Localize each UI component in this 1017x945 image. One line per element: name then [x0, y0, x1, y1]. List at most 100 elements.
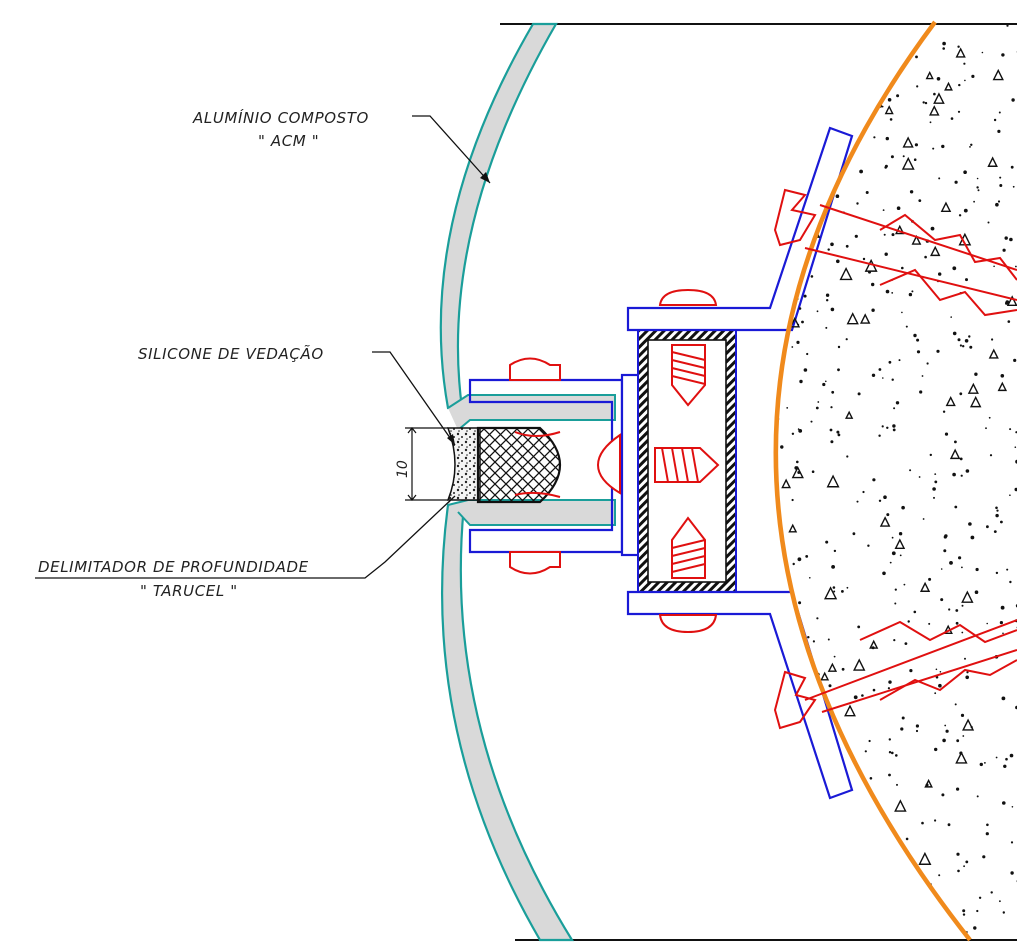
- concrete-aggregate-dot: [945, 729, 949, 733]
- concrete-aggregate-dot: [846, 586, 849, 589]
- concrete-aggregate-dot: [794, 80, 799, 84]
- concrete-aggregate-dot: [895, 754, 898, 757]
- concrete-aggregate-dot: [934, 819, 937, 822]
- concrete-aggregate-dot: [924, 101, 928, 105]
- concrete-aggregate-triangle: [924, 778, 933, 788]
- concrete-aggregate-dot: [964, 79, 966, 82]
- concrete-aggregate-dot: [862, 257, 866, 261]
- concrete-aggregate-dot: [902, 155, 905, 158]
- concrete-aggregate-triangle: [967, 382, 979, 394]
- concrete-aggregate-dot: [915, 724, 920, 728]
- silicone-label: SILICONE DE VEDAÇÃO: [138, 344, 324, 363]
- concrete-aggregate-dot: [957, 110, 961, 113]
- concrete-aggregate-dot: [859, 169, 863, 174]
- concrete-aggregate-dot: [1003, 764, 1007, 768]
- concrete-aggregate-dot: [879, 830, 883, 834]
- concrete-aggregate-dot: [942, 41, 946, 46]
- concrete-aggregate-dot: [861, 694, 864, 697]
- concrete-aggregate-dot: [873, 853, 877, 857]
- concrete-aggregate-triangle: [823, 586, 838, 600]
- concrete-aggregate-dot: [995, 571, 999, 575]
- concrete-aggregate-dot: [921, 821, 924, 825]
- concrete-aggregate-dot: [830, 242, 834, 247]
- concrete-aggregate-dot: [969, 146, 971, 148]
- concrete-aggregate-dot: [829, 428, 833, 432]
- concrete-aggregate-dot: [801, 34, 806, 38]
- concrete-aggregate-dot: [1011, 98, 1015, 102]
- concrete-aggregate-dot: [846, 83, 848, 86]
- concrete-aggregate-dot: [775, 259, 777, 264]
- concrete-aggregate-dot: [833, 549, 837, 553]
- concrete-aggregate-dot: [913, 610, 917, 614]
- concrete-aggregate-dot: [896, 928, 899, 930]
- concrete-aggregate-dot: [960, 713, 965, 718]
- concrete-aggregate-dot: [856, 500, 859, 503]
- concrete-aggregate-dot: [876, 837, 878, 840]
- concrete-aggregate-dot: [942, 47, 945, 50]
- concrete-aggregate-dot: [801, 770, 805, 774]
- concrete-aggregate-dot: [973, 200, 975, 203]
- concrete-aggregate-dot: [801, 320, 804, 324]
- concrete-aggregate-dot: [962, 913, 966, 916]
- concrete-aggregate-dot: [814, 796, 817, 799]
- concrete-aggregate-dot: [959, 457, 963, 461]
- concrete-aggregate-dot: [970, 535, 975, 540]
- concrete-aggregate-triangle: [800, 889, 814, 902]
- concrete-aggregate-dot: [788, 123, 791, 126]
- concrete-aggregate-dot: [830, 406, 833, 409]
- concrete-aggregate-dot: [810, 25, 814, 29]
- concrete-aggregate-dot: [852, 532, 856, 536]
- concrete-aggregate-dot: [988, 416, 991, 419]
- concrete-aggregate-dot: [984, 762, 986, 764]
- concrete-aggregate-dot: [799, 861, 803, 865]
- concrete-aggregate-dot: [987, 221, 990, 224]
- delimiter-label-sub: " TARUCEL ": [140, 582, 238, 600]
- concrete-aggregate-dot: [896, 206, 901, 210]
- concrete-aggregate-dot: [885, 136, 889, 141]
- concrete-aggregate-dot: [922, 101, 925, 104]
- concrete-aggregate-dot: [859, 100, 863, 103]
- concrete-aggregate-dot: [995, 756, 998, 759]
- concrete-aggregate-dot: [803, 172, 806, 175]
- concrete-aggregate-dot: [960, 474, 963, 477]
- concrete-aggregate-dot: [989, 454, 993, 457]
- concrete-aggregate-dot: [916, 85, 919, 88]
- concrete-aggregate-dot: [797, 557, 802, 562]
- acm-label-sub: " ACM ": [258, 132, 319, 150]
- concrete-aggregate-dot: [979, 762, 983, 767]
- concrete-aggregate-dot: [825, 858, 827, 860]
- concrete-column: [771, 20, 1017, 942]
- concrete-aggregate-dot: [964, 339, 969, 343]
- concrete-aggregate-dot: [914, 143, 919, 147]
- concrete-aggregate-dot: [956, 852, 960, 856]
- concrete-aggregate-dot: [1010, 165, 1014, 169]
- concrete-aggregate-dot: [888, 751, 892, 754]
- concrete-aggregate-dot: [948, 608, 951, 611]
- concrete-aggregate-dot: [878, 499, 882, 502]
- concrete-aggregate-dot: [828, 684, 832, 688]
- concrete-aggregate-dot: [827, 248, 830, 251]
- concrete-aggregate-dot: [1009, 428, 1012, 431]
- concrete-aggregate-dot: [812, 640, 816, 643]
- concrete-aggregate-dot: [894, 602, 897, 605]
- concrete-aggregate-dot: [868, 739, 871, 743]
- screw-bottom: [671, 516, 706, 579]
- concrete-aggregate-dot: [773, 751, 776, 754]
- concrete-aggregate-dot: [771, 716, 774, 719]
- concrete-aggregate-dot: [788, 827, 791, 831]
- column-bracket-top: [626, 126, 854, 332]
- concrete-aggregate-dot: [913, 158, 917, 161]
- concrete-aggregate-dot: [782, 830, 784, 832]
- concrete-aggregate-dot: [806, 186, 809, 189]
- concrete-aggregate-dot: [794, 823, 797, 826]
- concrete-aggregate-dot: [882, 209, 885, 212]
- concrete-aggregate-dot: [997, 129, 1001, 133]
- concrete-aggregate-dot: [942, 410, 946, 413]
- concrete-aggregate-dot: [955, 621, 959, 625]
- concrete-aggregate-dot: [804, 157, 808, 160]
- concrete-aggregate-dot: [796, 460, 799, 464]
- concrete-aggregate-triangle: [845, 410, 854, 419]
- concrete-aggregate-dot: [999, 900, 1001, 903]
- concrete-aggregate-dot: [908, 292, 913, 297]
- concrete-aggregate-dot: [965, 469, 970, 473]
